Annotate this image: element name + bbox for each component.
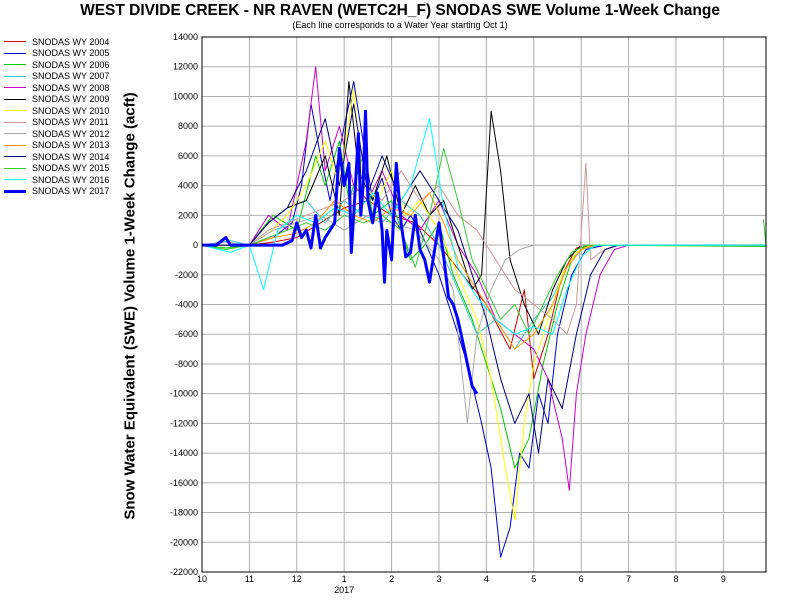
legend-swatch bbox=[4, 167, 26, 169]
legend-swatch bbox=[4, 189, 26, 193]
legend-label: SNODAS WY 2009 bbox=[32, 94, 110, 105]
legend-item: SNODAS WY 2006 bbox=[4, 59, 164, 71]
series-line-snodas-wy-2011 bbox=[202, 162, 766, 335]
x-tick-label: 12 bbox=[292, 574, 302, 584]
y-tick-label: 12000 bbox=[173, 62, 198, 72]
legend-label: SNODAS WY 2010 bbox=[32, 105, 110, 116]
legend-label: SNODAS WY 2012 bbox=[32, 128, 110, 139]
legend-item: SNODAS WY 2007 bbox=[4, 71, 164, 83]
y-tick-label: -18000 bbox=[170, 508, 198, 518]
y-tick-label: -12000 bbox=[170, 418, 198, 428]
series-layer bbox=[201, 66, 767, 558]
legend-item: SNODAS WY 2015 bbox=[4, 163, 164, 175]
x-tick-label: 10 bbox=[197, 574, 207, 584]
legend-label: SNODAS WY 2008 bbox=[32, 82, 110, 93]
x-tick-label: 5 bbox=[531, 574, 536, 584]
legend-item: SNODAS WY 2017 bbox=[4, 186, 164, 198]
legend-label: SNODAS WY 2014 bbox=[32, 151, 110, 162]
legend-swatch bbox=[4, 98, 26, 100]
legend-swatch bbox=[4, 121, 26, 123]
legend-label: SNODAS WY 2006 bbox=[32, 59, 110, 70]
legend-swatch bbox=[4, 64, 26, 66]
y-tick-label: 6000 bbox=[178, 151, 198, 161]
y-tick-label: -16000 bbox=[170, 478, 198, 488]
y-tick-label: -22000 bbox=[170, 567, 198, 577]
legend-item: SNODAS WY 2012 bbox=[4, 128, 164, 140]
series-line-snodas-wy-2016 bbox=[201, 118, 766, 335]
y-tick-label: 8000 bbox=[178, 121, 198, 131]
chart-title: WEST DIVIDE CREEK - NR RAVEN (WETC2H_F) … bbox=[80, 2, 720, 19]
legend-swatch bbox=[4, 41, 26, 43]
y-tick-label: 4000 bbox=[178, 181, 198, 191]
legend-label: SNODAS WY 2016 bbox=[32, 174, 110, 185]
x-tick-label: 2 bbox=[389, 574, 394, 584]
y-tick-label: -8000 bbox=[175, 359, 198, 369]
plot-frame bbox=[201, 36, 767, 573]
y-tick-label: -10000 bbox=[170, 389, 198, 399]
legend-item: SNODAS WY 2004 bbox=[4, 36, 164, 48]
x-tick-label: 1 bbox=[342, 574, 347, 584]
legend-label: SNODAS WY 2007 bbox=[32, 71, 110, 82]
y-tick-label: 10000 bbox=[173, 91, 198, 101]
y-axis-label: Snow Water Equivalent (SWE) Volume 1-Wee… bbox=[121, 92, 139, 520]
legend-item: SNODAS WY 2016 bbox=[4, 174, 164, 186]
legend-label: SNODAS WY 2004 bbox=[32, 36, 110, 47]
legend-item: SNODAS WY 2010 bbox=[4, 105, 164, 117]
legend-label: SNODAS WY 2013 bbox=[32, 140, 110, 151]
y-tick-label: -6000 bbox=[175, 329, 198, 339]
x-tick-label: 9 bbox=[721, 574, 726, 584]
y-tick-label: -20000 bbox=[170, 537, 198, 547]
legend-item: SNODAS WY 2013 bbox=[4, 140, 164, 152]
legend-swatch bbox=[4, 144, 26, 146]
legend-label: SNODAS WY 2005 bbox=[32, 48, 110, 59]
x-tick-label: 7 bbox=[626, 574, 631, 584]
legend-label: SNODAS WY 2015 bbox=[32, 163, 110, 174]
x-tick-label: 8 bbox=[673, 574, 678, 584]
legend-swatch bbox=[4, 110, 26, 112]
series-line-snodas-wy-2014 bbox=[202, 103, 766, 454]
legend-swatch bbox=[4, 179, 26, 181]
chart-subtitle: (Each line corresponds to a Water Year s… bbox=[292, 20, 508, 30]
series-line-snodas-wy-2012 bbox=[201, 214, 766, 424]
series-line-snodas-wy-2008 bbox=[202, 66, 766, 491]
y-tick-label: -4000 bbox=[175, 300, 198, 310]
y-tick-label: -14000 bbox=[170, 448, 198, 458]
x-tick-label: 4 bbox=[484, 574, 489, 584]
x-tick-label: 6 bbox=[579, 574, 584, 584]
legend: SNODAS WY 2004 SNODAS WY 2005 SNODAS WY 20… bbox=[4, 36, 164, 197]
legend-item: SNODAS WY 2008 bbox=[4, 82, 164, 94]
y-tick-labels: -22000-20000-18000-16000-14000-12000-100… bbox=[170, 32, 198, 577]
year-label: 2017 bbox=[334, 585, 354, 595]
y-tick-label: 0 bbox=[193, 240, 198, 250]
y-tick-label: 2000 bbox=[178, 210, 198, 220]
legend-swatch bbox=[4, 87, 26, 89]
legend-item: SNODAS WY 2014 bbox=[4, 151, 164, 163]
y-tick-label: 14000 bbox=[173, 32, 198, 42]
legend-swatch bbox=[4, 52, 26, 54]
series-line-snodas-wy-2015 bbox=[201, 148, 767, 335]
y-tick-label: -2000 bbox=[175, 270, 198, 280]
x-tick-labels: 10 11 12 1 2 3 4 5 6 7 8 9 bbox=[197, 574, 726, 584]
x-tick-label: 11 bbox=[245, 574, 254, 584]
x-tick-label: 3 bbox=[436, 574, 441, 584]
legend-swatch bbox=[4, 75, 26, 77]
grid-layer bbox=[202, 36, 766, 573]
series-line-snodas-wy-2017 bbox=[202, 109, 479, 395]
legend-swatch bbox=[4, 156, 26, 158]
legend-item: SNODAS WY 2009 bbox=[4, 94, 164, 106]
series-line-snodas-wy-2005 bbox=[202, 81, 766, 558]
legend-label: SNODAS WY 2011 bbox=[32, 117, 109, 128]
series-line-snodas-wy-2013 bbox=[202, 192, 766, 350]
legend-label: SNODAS WY 2017 bbox=[32, 186, 110, 197]
legend-item: SNODAS WY 2011 bbox=[4, 117, 164, 129]
legend-item: SNODAS WY 2005 bbox=[4, 48, 164, 60]
series-line-snodas-wy-2006 bbox=[201, 140, 766, 469]
legend-swatch bbox=[4, 133, 26, 135]
